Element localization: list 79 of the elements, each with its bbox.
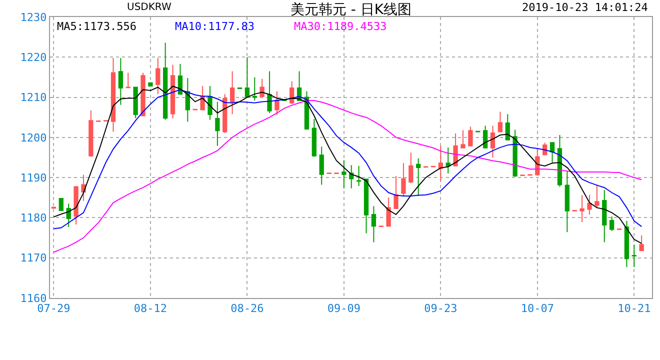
candlestick — [252, 76, 257, 101]
y-tick-label: 1210 — [20, 91, 47, 104]
candlestick — [401, 162, 406, 197]
candlestick — [133, 86, 138, 119]
candlestick — [594, 184, 600, 208]
text: USDKRW — [127, 2, 172, 13]
text: MA5:1173.556 — [57, 20, 136, 33]
x-tick-label: 09-09 — [327, 302, 360, 316]
candlestick — [453, 132, 458, 166]
candlestick — [163, 42, 168, 120]
candlestick — [624, 220, 630, 268]
candlestick — [208, 86, 212, 120]
candlestick — [88, 110, 94, 158]
candlestick — [110, 57, 116, 132]
candlestick — [140, 72, 146, 117]
y-tick-label: 1230 — [20, 10, 47, 24]
candlestick — [416, 158, 421, 197]
candlestick — [260, 78, 264, 97]
candlestick — [609, 216, 614, 232]
candlestick — [74, 186, 78, 226]
candlestick — [222, 94, 228, 134]
candlestick — [118, 57, 124, 106]
candlestick — [460, 130, 466, 148]
y-tick-label: 1160 — [20, 292, 47, 305]
y-tick-label: 1220 — [20, 50, 47, 64]
candlestick — [505, 114, 510, 140]
candlestick — [446, 146, 450, 174]
candlestick — [126, 72, 130, 88]
candlestick — [312, 118, 316, 158]
candlestick — [498, 111, 503, 132]
chart-title: 美元韩元 - 日K线图 — [290, 2, 412, 18]
y-tick-label: 1180 — [20, 212, 47, 225]
text: MA10:1177.83 — [175, 20, 254, 33]
y-tick-label: 1170 — [20, 252, 47, 265]
candlestick — [244, 56, 250, 98]
x-tick-label: 07-29 — [37, 302, 70, 316]
candlestick — [274, 90, 280, 116]
x-tick-label: 09-23 — [424, 302, 458, 316]
candlestick — [394, 175, 398, 209]
candlestick — [564, 170, 570, 233]
candlestick — [557, 134, 562, 188]
y-tick-label: 1190 — [20, 171, 47, 184]
candlestick — [386, 197, 391, 227]
candlestick — [148, 82, 153, 87]
candlestick — [550, 142, 555, 164]
candlestick — [356, 165, 362, 186]
candlestick — [81, 174, 86, 202]
candlestick — [290, 80, 294, 105]
candlestick — [580, 194, 584, 223]
candlestick — [468, 126, 473, 146]
x-tick-label: 08-26 — [230, 302, 264, 316]
candlestick — [185, 78, 190, 122]
candlestick — [319, 146, 324, 186]
candlestick — [364, 178, 369, 234]
candlestick — [408, 152, 414, 184]
x-tick-label: 10-07 — [520, 302, 554, 316]
candlestick — [170, 64, 176, 120]
text: 2019-10-23 14:01:24 — [522, 1, 648, 14]
candlestick — [639, 234, 644, 252]
candlestick — [178, 63, 183, 95]
candlestick — [58, 198, 64, 211]
candlestick — [438, 145, 443, 182]
candlestick — [371, 206, 376, 243]
candlestick — [156, 57, 160, 95]
x-tick-label: 10-21 — [618, 302, 651, 316]
candlestick — [587, 194, 592, 215]
candlestick — [349, 164, 354, 189]
candlestick — [66, 203, 71, 228]
candlestick — [490, 125, 496, 158]
candlestick — [482, 125, 488, 148]
candlestick — [632, 244, 636, 268]
candlestick — [215, 101, 220, 146]
text: MA30:1189.4533 — [294, 20, 387, 33]
candlestick — [267, 70, 272, 114]
candlestick — [602, 190, 607, 243]
x-tick-label: 08-12 — [134, 302, 168, 316]
y-tick-label: 1200 — [20, 131, 47, 144]
candlestick — [342, 160, 346, 189]
candlestick — [230, 70, 235, 115]
